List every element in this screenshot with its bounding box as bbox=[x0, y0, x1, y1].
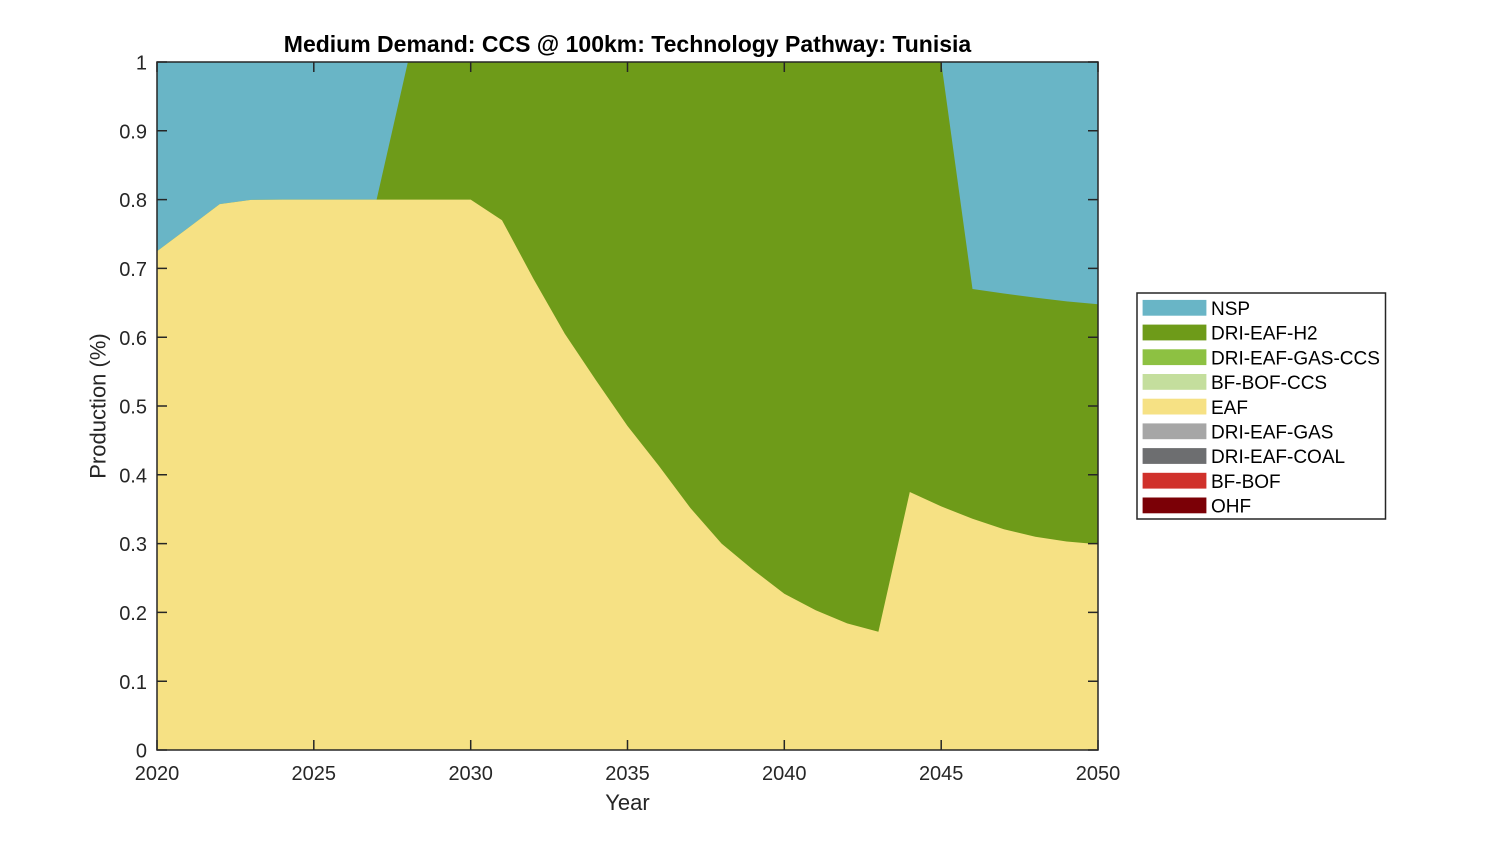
svg-text:0: 0 bbox=[136, 741, 147, 763]
svg-text:DRI-EAF-GAS-CCS: DRI-EAF-GAS-CCS bbox=[1211, 348, 1380, 369]
svg-text:2030: 2030 bbox=[448, 763, 493, 785]
svg-text:2035: 2035 bbox=[605, 763, 650, 785]
svg-text:Production (%): Production (%) bbox=[86, 333, 111, 479]
svg-text:OHF: OHF bbox=[1211, 497, 1251, 518]
svg-text:0.3: 0.3 bbox=[119, 534, 147, 556]
svg-text:0.6: 0.6 bbox=[119, 328, 147, 350]
svg-text:0.5: 0.5 bbox=[119, 397, 147, 419]
svg-text:1: 1 bbox=[136, 53, 147, 75]
svg-text:0.4: 0.4 bbox=[119, 465, 147, 487]
svg-text:0.7: 0.7 bbox=[119, 259, 147, 281]
svg-text:0.1: 0.1 bbox=[119, 672, 147, 694]
svg-text:Medium Demand: CCS @ 100km: Te: Medium Demand: CCS @ 100km: Technology P… bbox=[284, 31, 972, 57]
svg-text:BF-BOF-CCS: BF-BOF-CCS bbox=[1211, 373, 1327, 394]
svg-text:0.2: 0.2 bbox=[119, 603, 147, 625]
svg-text:DRI-EAF-COAL: DRI-EAF-COAL bbox=[1211, 447, 1345, 468]
svg-text:Year: Year bbox=[605, 790, 649, 815]
svg-text:2040: 2040 bbox=[762, 763, 807, 785]
svg-text:0.8: 0.8 bbox=[119, 190, 147, 212]
svg-text:NSP: NSP bbox=[1211, 299, 1250, 320]
svg-text:2045: 2045 bbox=[919, 763, 964, 785]
svg-text:0.9: 0.9 bbox=[119, 121, 147, 143]
svg-text:2025: 2025 bbox=[292, 763, 337, 785]
svg-text:2050: 2050 bbox=[1076, 763, 1121, 785]
svg-text:EAF: EAF bbox=[1211, 398, 1248, 419]
svg-text:2020: 2020 bbox=[135, 763, 180, 785]
svg-text:DRI-EAF-H2: DRI-EAF-H2 bbox=[1211, 324, 1318, 345]
svg-text:BF-BOF: BF-BOF bbox=[1211, 472, 1281, 493]
svg-text:DRI-EAF-GAS: DRI-EAF-GAS bbox=[1211, 423, 1333, 444]
